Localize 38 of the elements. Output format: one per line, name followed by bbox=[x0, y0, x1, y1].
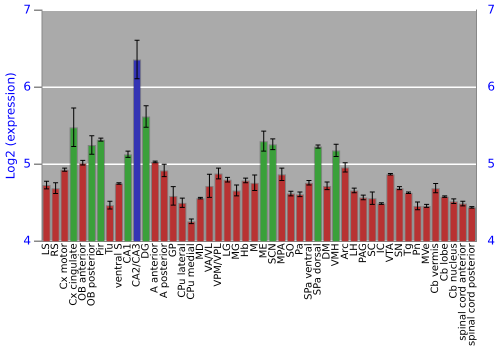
x-tick-label: Tg bbox=[403, 243, 414, 257]
y-tick-label: 7 bbox=[23, 2, 32, 16]
x-tick-label: IC bbox=[376, 243, 387, 254]
x-tick-label: SCN bbox=[267, 243, 278, 264]
y-axis-title: Log2 (expression) bbox=[3, 72, 18, 180]
x-tick-label: Pa bbox=[294, 243, 306, 256]
x-tick-label: A posterior bbox=[158, 242, 170, 298]
x-tick-label: M bbox=[249, 243, 260, 252]
x-tick-label: MVe bbox=[421, 243, 432, 264]
y-tick-label: 6 bbox=[23, 79, 32, 94]
x-tick-label: OB posterior bbox=[86, 242, 98, 306]
x-tick-label: GP bbox=[168, 243, 179, 258]
x-tick-label: SC bbox=[366, 243, 378, 257]
x-tick-label: Arc bbox=[340, 243, 351, 260]
x-tick-label: VMH bbox=[330, 243, 342, 266]
x-tick-label: PAG bbox=[358, 243, 369, 264]
x-tick-label: spinal cord posterior bbox=[466, 242, 478, 346]
x-tick-label: Pir bbox=[95, 242, 106, 256]
x-tick-label: ME bbox=[258, 243, 270, 258]
y2-tick-label: 4 bbox=[487, 233, 496, 248]
x-tick-label: Cx cingulate bbox=[68, 243, 80, 306]
x-tick-label: VTA bbox=[385, 243, 396, 262]
y2-tick-label: 6 bbox=[487, 79, 496, 94]
y2-tick-label: 5 bbox=[487, 156, 496, 170]
x-tick-label: Hb bbox=[240, 243, 252, 258]
y-tick-label: 5 bbox=[23, 156, 32, 170]
x-tick-label: LH bbox=[348, 243, 360, 256]
x-tick-label: MD bbox=[194, 242, 206, 260]
x-tick-label: Tu bbox=[104, 243, 116, 256]
x-tick-label: spinal cord anterior bbox=[457, 242, 468, 341]
x-tick-label: DG bbox=[140, 243, 152, 259]
y-tick-label: 4 bbox=[23, 233, 32, 248]
x-tick-label: MPA bbox=[276, 243, 288, 264]
y2-tick-label: 7 bbox=[487, 2, 496, 16]
x-tick-label: SO bbox=[285, 243, 296, 258]
x-tick-label: Cb lobe bbox=[439, 243, 450, 282]
x-tick-label: RS bbox=[50, 243, 62, 257]
x-tick-label: CPu medial bbox=[186, 243, 197, 300]
